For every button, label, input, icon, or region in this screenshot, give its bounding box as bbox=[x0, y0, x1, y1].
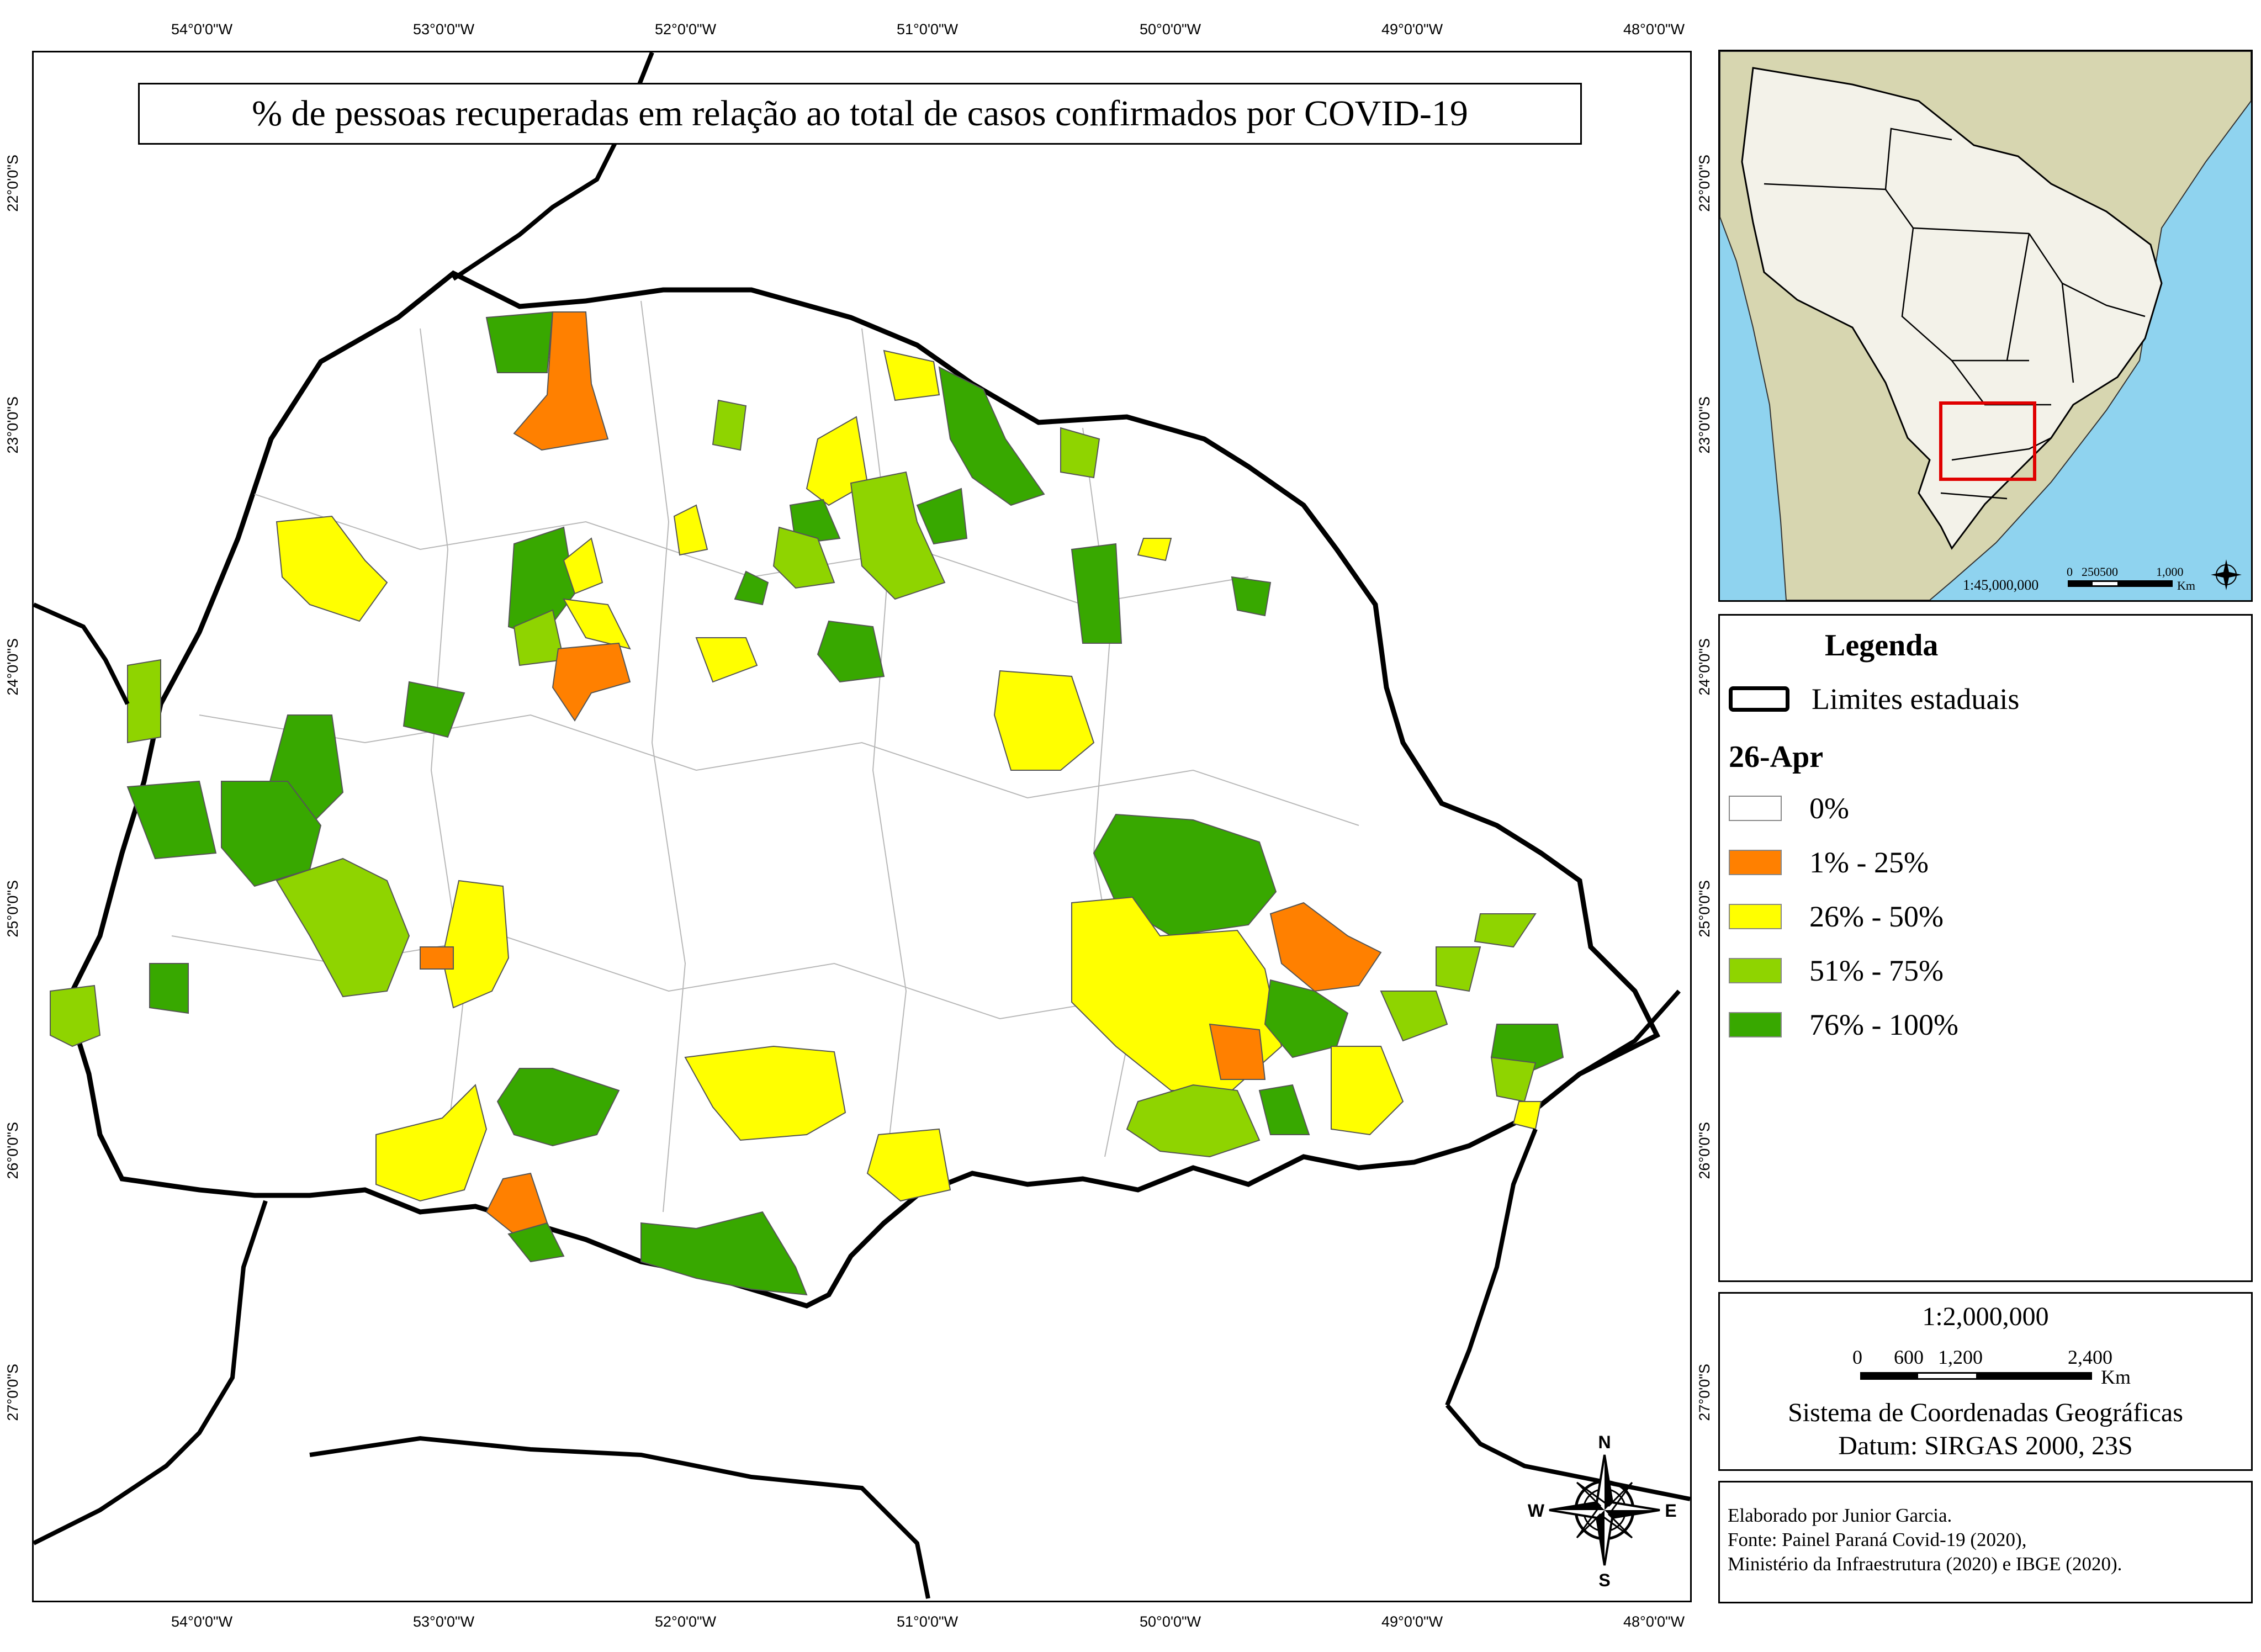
lon-tick-bottom-6: 48°0'0"W bbox=[1623, 1613, 1685, 1630]
lon-tick-bottom-0: 54°0'0"W bbox=[171, 1613, 233, 1630]
credit-source-2: Ministério da Infraestrutura (2020) e IB… bbox=[1728, 1553, 2122, 1575]
inset-map: 1:45,000,000 0 250500 1,000 Km bbox=[1719, 51, 2252, 601]
credits-box: Elaborado por Junior Garcia. Fonte: Pain… bbox=[1718, 1481, 2253, 1603]
legend-boundary-symbol bbox=[1729, 686, 1789, 712]
legend-class-1: 1% - 25% bbox=[1729, 845, 1929, 880]
scale-bar bbox=[1860, 1372, 2092, 1380]
inset-scale-text: 1:45,000,000 bbox=[1963, 577, 2038, 593]
map-title-text: % de pessoas recuperadas em relação ao t… bbox=[252, 93, 1468, 134]
lat-tick-right-2: 24°0'0"S bbox=[1696, 638, 1713, 696]
lon-tick-bottom-2: 52°0'0"W bbox=[655, 1613, 717, 1630]
lat-tick-right-0: 22°0'0"S bbox=[1696, 155, 1713, 212]
legend-class-3-label: 51% - 75% bbox=[1809, 954, 1944, 987]
map-title: % de pessoas recuperadas em relação ao t… bbox=[138, 83, 1582, 145]
legend-swatch-1 bbox=[1729, 850, 1782, 875]
credit-source-1: Fonte: Painel Paraná Covid-19 (2020), bbox=[1728, 1529, 2027, 1550]
inset-scale-unit: Km bbox=[2177, 579, 2195, 592]
compass-e: E bbox=[1665, 1501, 1676, 1521]
lon-tick-bottom-4: 50°0'0"W bbox=[1140, 1613, 1201, 1630]
municipality-classes bbox=[50, 311, 1564, 1296]
inset-location-box bbox=[1939, 401, 2036, 481]
credits-text: Elaborado por Junior Garcia. Fonte: Pain… bbox=[1728, 1503, 2122, 1576]
legend-date: 26-Apr bbox=[1729, 740, 1824, 774]
inset-scale-label-1: 250500 bbox=[2082, 565, 2118, 579]
scale-ratio: 1:2,000,000 bbox=[1922, 1302, 2049, 1331]
legend-swatch-0 bbox=[1729, 796, 1782, 821]
inset-scale-label-0: 0 bbox=[2067, 565, 2073, 579]
scale-label-1: 600 bbox=[1894, 1346, 1924, 1368]
inset-scale-bar bbox=[2068, 580, 2173, 587]
legend-class-3: 51% - 75% bbox=[1729, 954, 1944, 988]
legend-class-0-label: 0% bbox=[1809, 792, 1849, 825]
main-map-frame: N S E W bbox=[32, 51, 1692, 1602]
lon-tick-top-0: 54°0'0"W bbox=[171, 21, 233, 38]
inset-scale-label-2: 1,000 bbox=[2156, 565, 2184, 579]
compass-w: W bbox=[1528, 1501, 1545, 1521]
lat-tick-left-2: 24°0'0"S bbox=[4, 638, 21, 696]
lat-tick-left-5: 27°0'0"S bbox=[4, 1364, 21, 1421]
legend-class-1-label: 1% - 25% bbox=[1809, 846, 1929, 879]
legend-boundary-label: Limites estaduais bbox=[1812, 682, 2020, 716]
lon-tick-top-4: 50°0'0"W bbox=[1140, 21, 1201, 38]
scale-unit: Km bbox=[2101, 1366, 2131, 1388]
lat-tick-right-5: 27°0'0"S bbox=[1696, 1364, 1713, 1421]
compass-n: N bbox=[1598, 1432, 1611, 1452]
legend-swatch-2 bbox=[1729, 904, 1782, 929]
lat-tick-left-3: 25°0'0"S bbox=[4, 880, 21, 938]
legend-class-0: 0% bbox=[1729, 791, 1849, 825]
legend-class-2: 26% - 50% bbox=[1729, 899, 1944, 934]
legend-class-4-label: 76% - 100% bbox=[1809, 1008, 1958, 1041]
inset-map-frame: 1:45,000,000 0 250500 1,000 Km bbox=[1718, 50, 2253, 602]
scale-label-2: 1,200 bbox=[1938, 1346, 1983, 1368]
lon-tick-top-2: 52°0'0"W bbox=[655, 21, 717, 38]
legend-boundary-entry: Limites estaduais bbox=[1729, 682, 2019, 716]
legend-class-2-label: 26% - 50% bbox=[1809, 900, 1944, 933]
crs-text: Sistema de Coordenadas Geográficas bbox=[1788, 1398, 2183, 1427]
legend-heading: Legenda bbox=[1825, 628, 1939, 663]
legend-swatch-3 bbox=[1729, 958, 1782, 983]
lon-tick-top-6: 48°0'0"W bbox=[1623, 21, 1685, 38]
legend-box: Legenda Limites estaduais 26-Apr 0% 1% -… bbox=[1718, 614, 2253, 1282]
scale-box: 1:2,000,000 0 600 1,200 2,400 Km Sistema… bbox=[1718, 1292, 2253, 1471]
lat-tick-right-1: 23°0'0"S bbox=[1696, 396, 1713, 454]
lat-tick-left-1: 23°0'0"S bbox=[4, 396, 21, 454]
legend-class-4: 76% - 100% bbox=[1729, 1008, 1958, 1042]
compass-s: S bbox=[1598, 1570, 1610, 1590]
lat-tick-left-4: 26°0'0"S bbox=[4, 1122, 21, 1179]
scale-label-3: 2,400 bbox=[2068, 1346, 2112, 1368]
scale-label-0: 0 bbox=[1852, 1346, 1862, 1368]
lat-tick-right-4: 26°0'0"S bbox=[1696, 1122, 1713, 1179]
credit-author: Elaborado por Junior Garcia. bbox=[1728, 1505, 1952, 1526]
lat-tick-left-0: 22°0'0"S bbox=[4, 155, 21, 212]
lat-tick-right-3: 25°0'0"S bbox=[1696, 880, 1713, 938]
lon-tick-top-3: 51°0'0"W bbox=[897, 21, 959, 38]
datum-text: Datum: SIRGAS 2000, 23S bbox=[1838, 1431, 2133, 1460]
lon-tick-top-1: 53°0'0"W bbox=[413, 21, 475, 38]
main-map: N S E W bbox=[33, 51, 1691, 1599]
compass-rose: N S E W bbox=[1528, 1432, 1677, 1590]
legend-swatch-4 bbox=[1729, 1012, 1782, 1037]
lon-tick-top-5: 49°0'0"W bbox=[1381, 21, 1443, 38]
lon-tick-bottom-1: 53°0'0"W bbox=[413, 1613, 475, 1630]
lon-tick-bottom-3: 51°0'0"W bbox=[897, 1613, 959, 1630]
inset-compass-icon bbox=[2211, 559, 2242, 590]
lon-tick-bottom-5: 49°0'0"W bbox=[1381, 1613, 1443, 1630]
